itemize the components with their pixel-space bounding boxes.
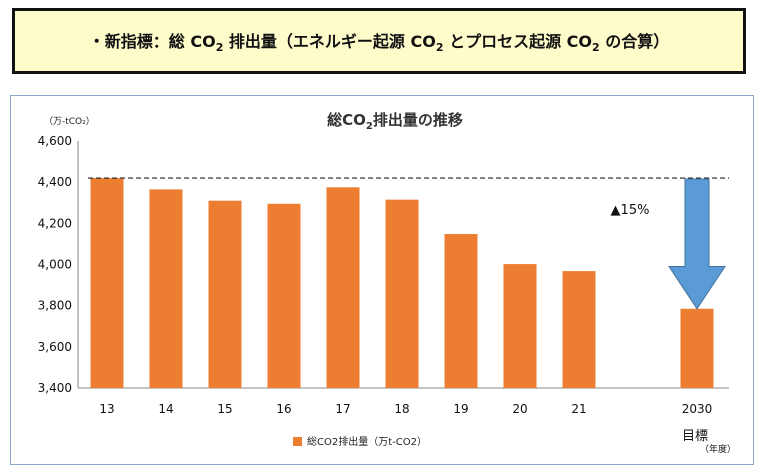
x-tick-label: 17 bbox=[335, 402, 350, 416]
y-tick-label: 4,600 bbox=[38, 134, 72, 148]
x-tick-label: 18 bbox=[394, 402, 409, 416]
x-tick-label: 2030 bbox=[682, 402, 713, 416]
legend-label: 総CO2排出量（万t-CO2） bbox=[307, 435, 427, 448]
reduction-annotation: ▲15% bbox=[611, 203, 650, 218]
target-label: 目標 bbox=[682, 429, 708, 444]
bar-15 bbox=[208, 200, 242, 388]
y-tick-label: 3,400 bbox=[38, 381, 72, 395]
bar-18 bbox=[385, 199, 419, 388]
bar-16 bbox=[267, 203, 301, 388]
reduction-arrow bbox=[668, 178, 726, 310]
x-tick-label: 13 bbox=[99, 402, 114, 416]
bar-20 bbox=[503, 264, 537, 388]
y-tick-label: 3,800 bbox=[38, 299, 72, 313]
bar-17 bbox=[326, 187, 360, 388]
bar-14 bbox=[149, 189, 183, 388]
legend-swatch bbox=[293, 437, 302, 446]
y-tick-label: 4,000 bbox=[38, 258, 72, 272]
bar-21 bbox=[562, 271, 596, 388]
x-tick-label: 15 bbox=[217, 402, 232, 416]
chart-panel: （万-tCO₂） 総CO2排出量の推移 3,400 3,600 3,800 4,000… bbox=[10, 95, 754, 465]
y-tick-label: 4,200 bbox=[38, 216, 72, 230]
x-tick-label: 16 bbox=[276, 402, 291, 416]
bar-13 bbox=[90, 178, 124, 388]
y-tick-label: 4,400 bbox=[38, 175, 72, 189]
bar-2030 bbox=[680, 308, 714, 388]
y-tick-label: 3,600 bbox=[38, 340, 72, 354]
y-axis-unit-label: （万-tCO₂） bbox=[44, 116, 95, 127]
x-tick-label: 21 bbox=[571, 402, 586, 416]
chart-title: 総CO2排出量の推移 bbox=[327, 111, 463, 132]
headline-banner: ・新指標：総 CO2 排出量（エネルギー起源 CO2 とプロセス起源 CO2 の… bbox=[12, 8, 746, 74]
x-tick-label: 20 bbox=[512, 402, 527, 416]
emissions-chart: （万-tCO₂） 総CO2排出量の推移 3,400 3,600 3,800 4,000… bbox=[38, 111, 736, 455]
bar-19 bbox=[444, 234, 478, 388]
x-tick-label: 14 bbox=[158, 402, 173, 416]
x-axis-unit-label: （年度） bbox=[700, 443, 736, 455]
x-tick-label: 19 bbox=[453, 402, 468, 416]
banner-text: ・新指標：総 CO2 排出量（エネルギー起源 CO2 とプロセス起源 CO2 の… bbox=[88, 31, 670, 55]
